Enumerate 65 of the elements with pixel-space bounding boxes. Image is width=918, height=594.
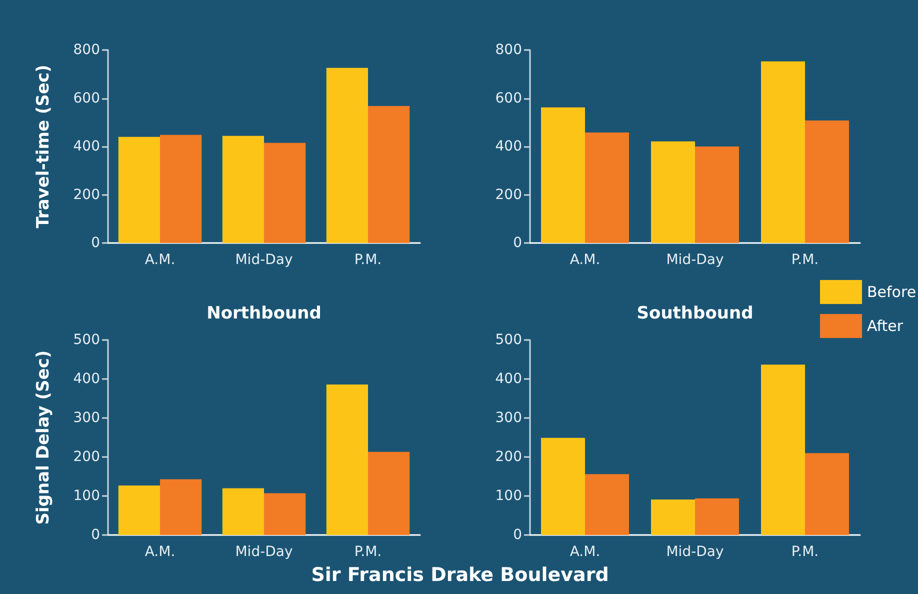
y-tick-label: 200 <box>495 449 522 465</box>
y-tick-label: 0 <box>91 527 100 543</box>
x-tick-label: P.M. <box>354 252 382 268</box>
bar <box>118 485 160 535</box>
y-tick-label: 0 <box>513 235 522 251</box>
x-tick-label: A.M. <box>570 252 600 268</box>
bar <box>695 498 739 535</box>
x-tick-label: P.M. <box>791 252 819 268</box>
bar <box>264 142 306 243</box>
bar <box>651 141 695 243</box>
y-tick-label: 600 <box>73 90 100 106</box>
x-tick-label: A.M. <box>570 544 600 560</box>
y-tick-label: 400 <box>495 371 522 387</box>
bar <box>326 68 368 243</box>
bar <box>761 364 805 535</box>
y-tick-label: 500 <box>73 332 100 348</box>
bar <box>695 146 739 243</box>
y-tick-label: 600 <box>495 90 522 106</box>
x-tick-label: P.M. <box>354 544 382 560</box>
y-tick-label: 300 <box>73 410 100 426</box>
y-tick-label: 200 <box>73 186 100 203</box>
x-tick-label: A.M. <box>144 544 176 560</box>
y-tick-label: 800 <box>73 42 100 58</box>
bar <box>160 134 202 243</box>
y-tick-label: 0 <box>91 235 100 251</box>
y-axis-title: Travel-time (Sec) <box>34 64 54 228</box>
bar <box>264 493 306 535</box>
bar <box>585 474 629 535</box>
bar <box>326 384 368 535</box>
x-tick-label: Mid-Day <box>666 252 724 268</box>
legend-label: After <box>867 317 904 335</box>
x-axis-title: Northbound <box>206 304 322 324</box>
y-tick-label: 300 <box>495 410 522 426</box>
y-tick-label: 800 <box>495 42 522 58</box>
bar <box>761 61 805 243</box>
bar <box>222 488 264 535</box>
bar <box>368 106 410 243</box>
text: Sir Francis Drake Boulevard <box>310 564 610 586</box>
y-tick-label: 500 <box>495 332 522 348</box>
bar <box>118 136 160 243</box>
x-tick-label: Mid-Day <box>666 544 724 560</box>
y-tick-label: 400 <box>495 138 522 154</box>
x-tick-label: Mid-Day <box>235 252 293 268</box>
y-axis-title: Signal Delay (Sec) <box>34 350 54 525</box>
bar <box>541 107 585 243</box>
bar <box>805 120 849 243</box>
bar <box>541 438 585 535</box>
x-tick-label: Mid-Day <box>235 544 293 560</box>
bar <box>160 479 202 535</box>
y-tick-label: 200 <box>495 186 522 203</box>
bar <box>368 452 410 535</box>
y-tick-label: 200 <box>73 449 100 465</box>
y-tick-label: 400 <box>73 138 100 154</box>
y-tick-label: 400 <box>73 371 100 387</box>
bar <box>222 136 264 243</box>
legend-label: Before <box>867 283 916 301</box>
x-tick-label: A.M. <box>144 252 176 268</box>
bar <box>805 453 849 535</box>
y-tick-label: 0 <box>513 527 522 543</box>
y-tick-label: 100 <box>495 488 522 504</box>
bar <box>585 132 629 243</box>
y-tick-label: 100 <box>73 488 100 504</box>
x-axis-title: Southbound <box>636 304 754 324</box>
x-tick-label: P.M. <box>791 544 819 560</box>
bar <box>651 500 695 535</box>
